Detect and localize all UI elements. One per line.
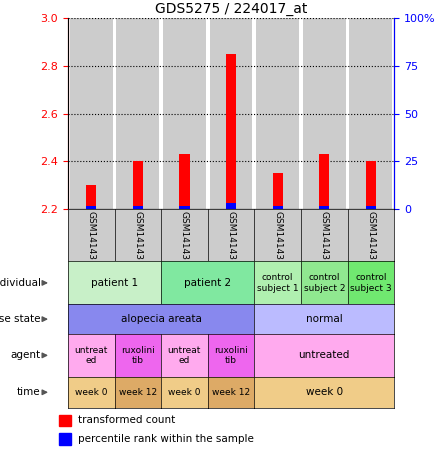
Text: control
subject 1: control subject 1 bbox=[257, 273, 298, 293]
Text: week 0: week 0 bbox=[168, 388, 201, 397]
Text: week 12: week 12 bbox=[119, 388, 157, 397]
Bar bbox=[210, 18, 252, 209]
Text: time: time bbox=[17, 387, 41, 397]
Text: GSM1414317: GSM1414317 bbox=[320, 211, 329, 271]
Text: individual: individual bbox=[0, 278, 41, 288]
Bar bbox=[179, 206, 190, 209]
Bar bbox=[366, 162, 376, 209]
Text: GSM1414313: GSM1414313 bbox=[133, 211, 142, 271]
Bar bbox=[86, 185, 96, 209]
Text: week 0: week 0 bbox=[306, 387, 343, 397]
Bar bbox=[272, 206, 283, 209]
Text: disease state: disease state bbox=[0, 314, 41, 324]
Bar bbox=[133, 162, 143, 209]
Text: ruxolini
tib: ruxolini tib bbox=[121, 346, 155, 365]
Text: GSM1414318: GSM1414318 bbox=[367, 211, 375, 271]
Bar bbox=[226, 203, 236, 209]
Bar bbox=[303, 18, 346, 209]
Text: control
subject 2: control subject 2 bbox=[304, 273, 345, 293]
Text: week 12: week 12 bbox=[212, 388, 250, 397]
Text: percentile rank within the sample: percentile rank within the sample bbox=[78, 434, 254, 444]
Title: GDS5275 / 224017_at: GDS5275 / 224017_at bbox=[155, 2, 307, 16]
Bar bbox=[256, 18, 299, 209]
Bar bbox=[59, 414, 71, 426]
Bar bbox=[366, 206, 376, 209]
Text: ruxolini
tib: ruxolini tib bbox=[214, 346, 248, 365]
Text: alopecia areata: alopecia areata bbox=[121, 314, 201, 324]
Bar bbox=[117, 18, 159, 209]
Text: GSM1414314: GSM1414314 bbox=[180, 211, 189, 271]
Text: untreat
ed: untreat ed bbox=[74, 346, 108, 365]
Text: control
subject 3: control subject 3 bbox=[350, 273, 392, 293]
Text: normal: normal bbox=[306, 314, 343, 324]
Text: GSM1414315: GSM1414315 bbox=[226, 211, 236, 271]
Text: untreat
ed: untreat ed bbox=[168, 346, 201, 365]
Bar bbox=[86, 206, 96, 209]
Text: patient 2: patient 2 bbox=[184, 278, 231, 288]
Bar bbox=[226, 54, 236, 209]
Text: untreated: untreated bbox=[299, 350, 350, 361]
Bar bbox=[70, 18, 113, 209]
Bar bbox=[163, 18, 206, 209]
Text: week 0: week 0 bbox=[75, 388, 107, 397]
Text: agent: agent bbox=[11, 350, 41, 361]
Bar bbox=[133, 206, 143, 209]
Text: GSM1414312: GSM1414312 bbox=[87, 211, 95, 271]
Bar bbox=[59, 433, 71, 445]
Bar bbox=[350, 18, 392, 209]
Text: patient 1: patient 1 bbox=[91, 278, 138, 288]
Text: GSM1414316: GSM1414316 bbox=[273, 211, 282, 271]
Bar bbox=[179, 154, 190, 209]
Bar bbox=[272, 173, 283, 209]
Bar bbox=[319, 154, 329, 209]
Text: transformed count: transformed count bbox=[78, 415, 176, 425]
Bar bbox=[319, 206, 329, 209]
